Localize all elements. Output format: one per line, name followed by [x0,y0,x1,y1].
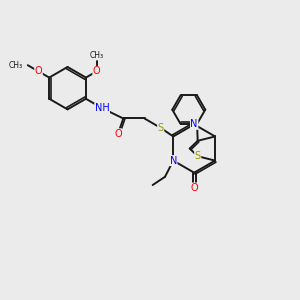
Text: NH: NH [95,103,110,113]
Text: N: N [169,156,177,166]
Text: CH₃: CH₃ [90,51,104,60]
Text: S: S [195,151,201,161]
Text: CH₃: CH₃ [8,61,22,70]
Text: O: O [190,183,198,193]
Text: O: O [114,129,122,139]
Text: O: O [35,66,42,76]
Text: O: O [93,66,101,76]
Text: N: N [190,119,198,129]
Text: S: S [158,123,164,133]
